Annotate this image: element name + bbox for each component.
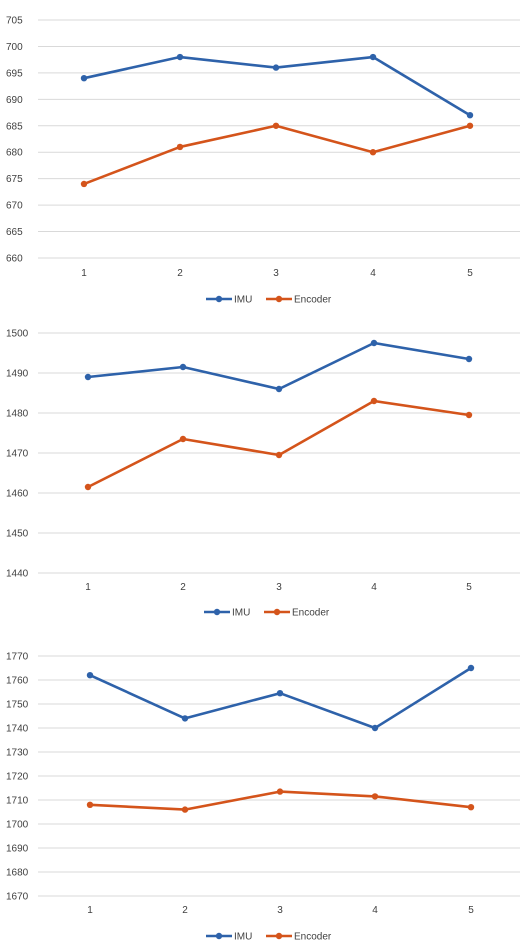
y-tick-label: 1500 [6,329,29,340]
legend-marker [275,295,283,303]
y-tick-label: 660 [6,254,23,265]
data-point-imu [276,690,284,697]
legend-item-encoder: Encoder [266,295,332,306]
y-tick-label: 1750 [6,700,29,711]
legend-marker [215,932,223,940]
data-point-encoder [369,149,377,156]
x-tick-label: 1 [85,582,91,593]
legend-label: IMU [234,932,252,943]
legend-label: Encoder [294,932,332,943]
y-tick-label: 1760 [6,676,29,687]
x-tick-label: 4 [370,268,376,279]
y-tick-label: 1470 [6,449,29,460]
data-point-encoder [176,143,184,151]
chart-3: 1670 1680 1690 1700 1710 1720 1730 1740 1750 1760… [6,652,520,943]
x-tick-label: 2 [180,582,186,593]
x-tick-label: 5 [468,905,474,916]
y-tick-label: 685 [6,121,23,132]
data-point-encoder [181,806,189,813]
data-point-encoder [179,435,187,443]
legend-marker [213,608,221,616]
legend-item-imu: IMU [206,932,252,943]
y-tick-label: 1680 [6,868,29,879]
data-point-imu [369,53,377,61]
data-point-encoder [86,801,94,808]
x-tick-label: 3 [277,905,283,916]
data-point-encoder [275,451,283,459]
data-point-encoder [370,397,378,405]
data-point-imu [181,715,189,722]
data-point-imu [84,373,92,381]
x-tick-label: 1 [87,905,93,916]
data-point-encoder [467,804,475,811]
data-point-imu [86,672,94,679]
y-tick-label: 1770 [6,652,29,663]
y-tick-label: 1710 [6,796,29,807]
legend-item-encoder: Encoder [266,932,332,943]
data-point-encoder [466,122,474,129]
data-point-encoder [80,180,88,188]
legend-label: IMU [232,608,250,619]
data-point-imu [272,64,280,71]
y-tick-label: 1670 [6,892,29,903]
data-point-encoder [276,788,284,795]
x-tick-label: 5 [466,582,472,593]
chart-1: 660 665 670 675 680 685 690 695 700 705 1 2 3 4 5 IMU En… [6,16,520,306]
x-tick-label: 5 [467,268,473,279]
legend-label: IMU [234,295,252,306]
x-tick-label: 4 [371,582,377,593]
y-tick-label: 690 [6,95,23,106]
data-point-imu [370,339,378,347]
x-tick-label: 3 [273,268,279,279]
series-line-encoder [83,124,471,186]
data-point-imu [80,74,88,82]
x-tick-label: 1 [81,268,87,279]
data-point-encoder [84,483,92,491]
y-tick-label: 680 [6,148,23,159]
y-tick-label: 695 [6,68,23,79]
legend-marker [275,932,283,940]
legend-item-encoder: Encoder [264,608,330,619]
x-tick-label: 2 [177,268,183,279]
y-tick-label: 1740 [6,724,29,735]
data-point-imu [371,724,379,732]
y-tick-label: 1730 [6,748,29,759]
legend-item-imu: IMU [206,295,252,306]
data-point-imu [467,664,475,672]
y-tick-label: 1720 [6,772,29,783]
data-point-imu [179,363,187,371]
legend-item-imu: IMU [204,608,250,619]
y-tick-label: 1480 [6,409,29,420]
y-tick-label: 675 [6,174,23,185]
y-tick-label: 665 [6,227,23,238]
data-point-imu [465,355,473,363]
y-tick-label: 1440 [6,569,29,580]
series-line-encoder [87,399,470,489]
data-point-imu [176,53,184,61]
chart-2: 1440 1450 1460 1470 1480 1490 1500 1 2 3 4 5 IMU Enco… [6,329,520,619]
y-tick-label: 1690 [6,844,29,855]
legend-marker [273,608,281,616]
data-point-encoder [272,122,280,129]
y-tick-label: 1460 [6,489,29,500]
y-tick-label: 700 [6,42,23,53]
x-tick-label: 4 [372,905,378,916]
y-tick-label: 670 [6,201,23,212]
data-point-imu [275,385,283,393]
data-point-encoder [371,793,379,800]
series-line-imu [87,341,470,391]
y-tick-label: 1490 [6,369,29,380]
y-tick-label: 1450 [6,529,29,540]
x-tick-label: 2 [182,905,188,916]
legend-marker [215,295,223,303]
legend-label: Encoder [294,295,332,306]
series-line-imu [89,666,472,730]
legend-label: Encoder [292,608,330,619]
data-point-imu [466,112,474,119]
y-tick-label: 1700 [6,820,29,831]
x-tick-label: 3 [276,582,282,593]
y-tick-label: 705 [6,16,23,27]
data-point-encoder [465,411,473,419]
